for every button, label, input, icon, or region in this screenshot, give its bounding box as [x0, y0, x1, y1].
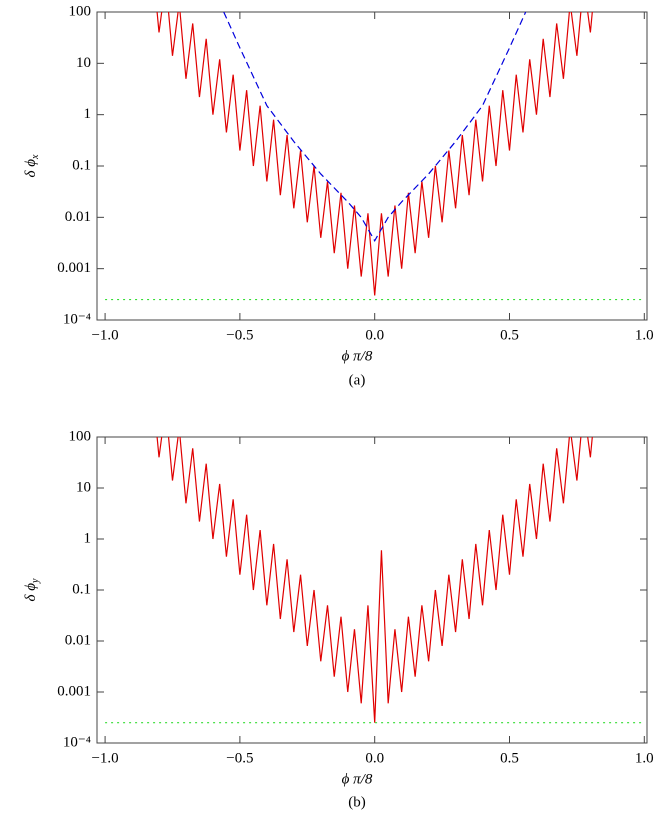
x-tick-label: 1.0 — [635, 750, 654, 766]
y-axis-label-sub: y — [30, 578, 41, 584]
plot-frame — [96, 11, 648, 321]
y-tick-label: 100 — [69, 428, 92, 444]
y-tick-label: 10⁻⁴ — [63, 734, 91, 750]
y-axis-label-sub: x — [30, 154, 41, 160]
y-tick-label: 0.1 — [72, 157, 91, 173]
y-tick-label: 1 — [84, 106, 92, 122]
x-axis-label: ϕ π/8 — [342, 771, 373, 787]
x-axis-label: ϕ π/8 — [342, 348, 373, 364]
x-tick-label: 0.5 — [500, 750, 519, 766]
caption: (b) — [348, 794, 366, 810]
x-tick-label: 0.0 — [365, 327, 384, 343]
series-line — [223, 12, 527, 242]
series-line — [156, 12, 593, 296]
y-tick-label: 0.001 — [57, 260, 91, 276]
y-tick-label: 0.01 — [65, 209, 91, 225]
x-tick-label: 0.5 — [500, 327, 519, 343]
x-tick-label: −0.5 — [226, 750, 253, 766]
x-tick-label: 1.0 — [635, 327, 654, 343]
y-tick-label: 100 — [69, 3, 92, 19]
y-tick-label: 10 — [76, 55, 91, 71]
y-tick-label: 10 — [76, 479, 91, 495]
y-tick-label: 0.01 — [65, 632, 91, 648]
caption: (a) — [349, 372, 366, 388]
y-tick-label: 0.001 — [57, 683, 91, 699]
plot-area — [105, 12, 645, 301]
plot-frame — [96, 436, 648, 744]
series-line — [156, 437, 593, 723]
panel: 10⁻⁴ 0.001 0.01 0.1 1 10 100 −1.0 −0.5 0.0 0.5 1.0 ϕ… — [23, 3, 654, 388]
x-tick-label: 0.0 — [365, 750, 384, 766]
y-tick-label: 1 — [84, 530, 92, 546]
y-axis-label: δ ϕx — [23, 154, 41, 178]
plot-area — [105, 437, 645, 724]
x-tick-label: −0.5 — [226, 327, 253, 343]
y-axis-label-text: δ ϕ — [23, 159, 39, 178]
x-tick-label: −1.0 — [91, 750, 118, 766]
y-axis-label-text: δ ϕ — [23, 583, 39, 602]
y-axis-label: δ ϕy — [23, 578, 41, 602]
x-tick-label: −1.0 — [91, 327, 118, 343]
y-tick-label: 0.1 — [72, 581, 91, 597]
panel: 10⁻⁴ 0.001 0.01 0.1 1 10 100 −1.0 −0.5 0.0 0.5 1.0 ϕ… — [23, 428, 654, 810]
y-tick-label: 10⁻⁴ — [63, 311, 91, 327]
